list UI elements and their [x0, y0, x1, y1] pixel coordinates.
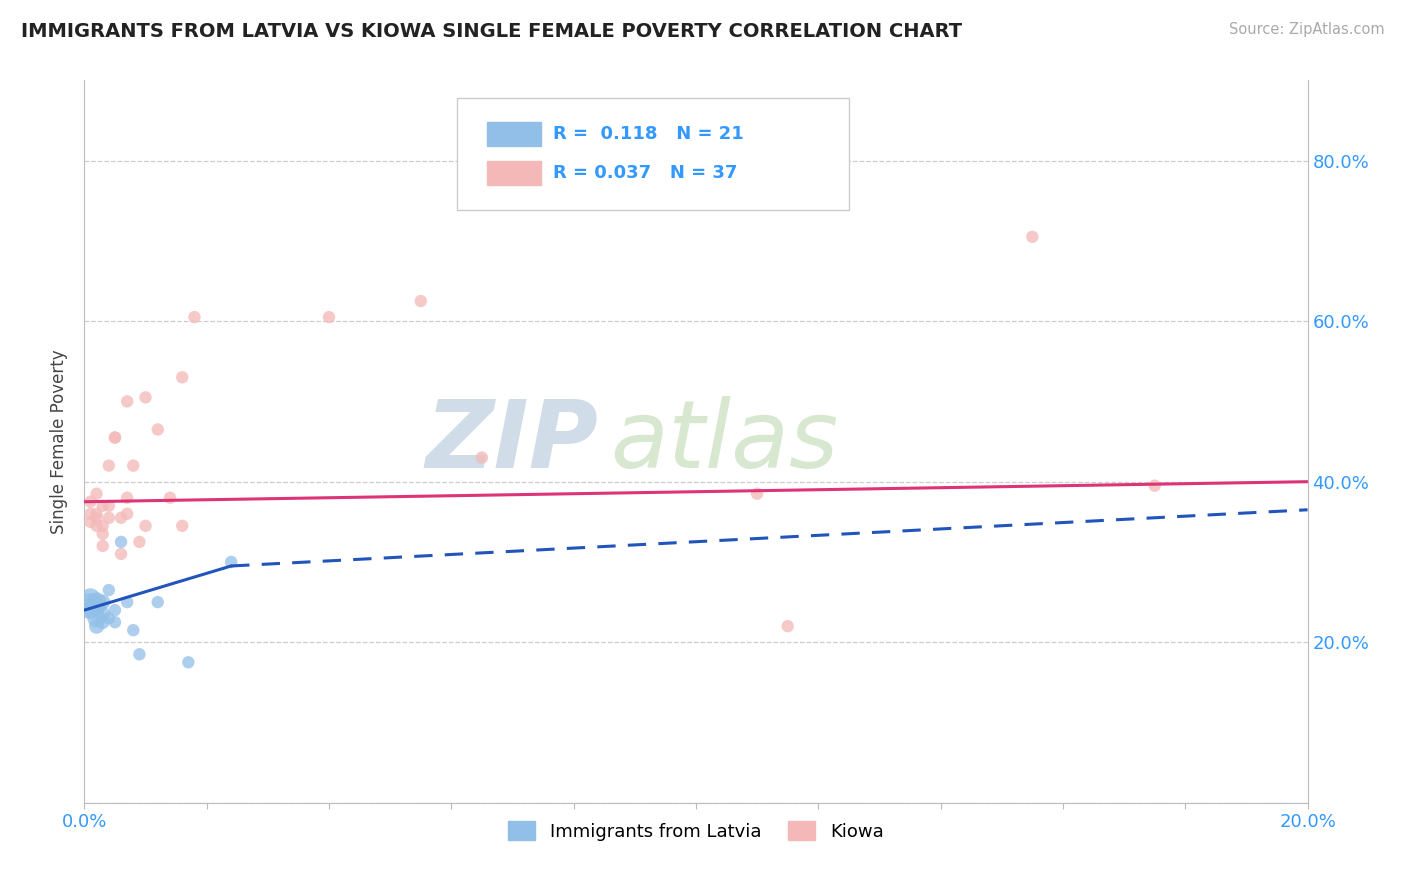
- Point: [104, 603, 127, 617]
- Text: atlas: atlas: [610, 396, 838, 487]
- Point: [86, 599, 108, 614]
- Point: [135, 390, 157, 404]
- Point: [86, 611, 108, 625]
- Point: [79, 599, 101, 614]
- Point: [91, 595, 114, 609]
- Point: [86, 619, 108, 633]
- Point: [172, 518, 194, 533]
- Point: [122, 458, 145, 473]
- Point: [110, 534, 132, 549]
- Point: [97, 499, 120, 513]
- Point: [172, 370, 194, 384]
- Point: [97, 510, 120, 524]
- Point: [104, 615, 127, 630]
- Point: [91, 499, 114, 513]
- Point: [79, 515, 101, 529]
- Point: [97, 611, 120, 625]
- Y-axis label: Single Female Poverty: Single Female Poverty: [51, 350, 69, 533]
- Point: [79, 507, 101, 521]
- Point: [86, 518, 108, 533]
- Point: [86, 486, 108, 500]
- Point: [115, 394, 138, 409]
- Point: [471, 450, 494, 465]
- Point: [97, 583, 120, 598]
- Point: [91, 615, 114, 630]
- FancyBboxPatch shape: [457, 98, 849, 211]
- Point: [318, 310, 340, 325]
- Point: [146, 595, 169, 609]
- Point: [115, 595, 138, 609]
- Bar: [486, 122, 541, 146]
- Point: [159, 491, 181, 505]
- Point: [86, 595, 108, 609]
- Point: [1021, 230, 1043, 244]
- Point: [104, 430, 127, 444]
- Text: R = 0.037   N = 37: R = 0.037 N = 37: [553, 164, 737, 183]
- Point: [79, 603, 101, 617]
- Point: [122, 623, 145, 637]
- Point: [146, 422, 169, 436]
- Point: [110, 510, 132, 524]
- Point: [747, 486, 769, 500]
- Point: [219, 555, 242, 569]
- Point: [91, 526, 114, 541]
- Point: [409, 293, 432, 308]
- Point: [97, 458, 120, 473]
- Point: [128, 648, 150, 662]
- Point: [115, 491, 138, 505]
- Point: [115, 507, 138, 521]
- Point: [1143, 478, 1166, 492]
- Point: [91, 539, 114, 553]
- Point: [177, 655, 200, 669]
- Legend: Immigrants from Latvia, Kiowa: Immigrants from Latvia, Kiowa: [501, 814, 891, 848]
- Point: [91, 518, 114, 533]
- Point: [135, 518, 157, 533]
- Point: [776, 619, 799, 633]
- Point: [128, 534, 150, 549]
- Text: Source: ZipAtlas.com: Source: ZipAtlas.com: [1229, 22, 1385, 37]
- Point: [183, 310, 205, 325]
- Point: [91, 607, 114, 621]
- Bar: [486, 161, 541, 185]
- Text: R =  0.118   N = 21: R = 0.118 N = 21: [553, 126, 744, 144]
- Text: IMMIGRANTS FROM LATVIA VS KIOWA SINGLE FEMALE POVERTY CORRELATION CHART: IMMIGRANTS FROM LATVIA VS KIOWA SINGLE F…: [21, 22, 962, 41]
- Point: [104, 430, 127, 444]
- Point: [86, 507, 108, 521]
- Point: [110, 547, 132, 561]
- Point: [79, 494, 101, 508]
- Point: [86, 510, 108, 524]
- Text: ZIP: ZIP: [425, 395, 598, 488]
- Point: [79, 591, 101, 605]
